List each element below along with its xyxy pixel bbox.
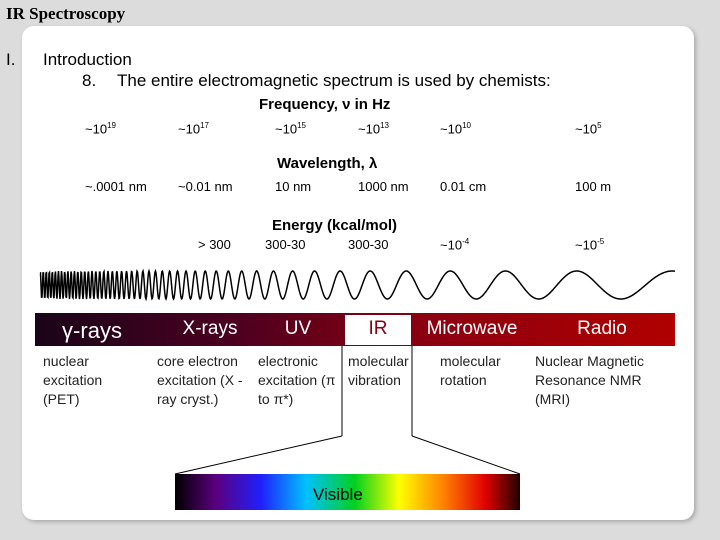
frequency-value-exponent: 17 [200, 121, 209, 130]
frequency-value-exponent: 15 [297, 121, 306, 130]
energy-value-base: 300-30 [348, 237, 389, 252]
wavelength-heading: Wavelength, λ [277, 155, 378, 172]
frequency-value: ~1015 [275, 121, 306, 136]
frequency-heading: Frequency, ν in Hz [259, 96, 391, 113]
frequency-value: ~105 [575, 121, 602, 136]
energy-value-exponent: -5 [597, 237, 605, 246]
energy-value-base: > 300 [198, 237, 231, 252]
item-text: The entire electromagnetic spectrum is u… [117, 71, 551, 90]
ir-box [345, 315, 411, 345]
panel [22, 26, 694, 520]
band-description: Nuclear Magnetic Resonance NMR (MRI) [535, 353, 644, 407]
band-description: molecular vibration [348, 353, 409, 388]
wavelength-value: 100 m [575, 179, 612, 194]
frequency-value-exponent: 10 [462, 121, 471, 130]
band-description: molecular rotation [440, 353, 501, 388]
wave [39, 268, 675, 302]
slide-title: IR Spectroscopy [6, 4, 126, 23]
frequency-value-base: ~10 [358, 121, 381, 137]
connector [411, 435, 521, 475]
band-description: electronic excitation (π to π*) [258, 353, 336, 407]
band-name: Radio [577, 318, 627, 339]
frequency-value: ~1013 [358, 121, 389, 136]
frequency-value-exponent: 5 [597, 121, 602, 130]
energy-value-exponent: -4 [462, 237, 470, 246]
connector [174, 435, 343, 475]
visible-spectrum [175, 474, 520, 510]
energy-value-base: 300-30 [265, 237, 306, 252]
energy-value: ~10-4 [440, 237, 469, 252]
frequency-value: ~1019 [85, 121, 116, 136]
frequency-value: ~1017 [178, 121, 209, 136]
band-name: UV [284, 318, 312, 339]
band-name: X-rays [182, 318, 238, 339]
frequency-value-exponent: 13 [380, 121, 389, 130]
frequency-value: ~1010 [440, 121, 471, 136]
wavelength-value: 10 nm [275, 179, 312, 194]
band-name: IR [368, 318, 388, 339]
energy-heading: Energy (kcal/mol) [272, 217, 398, 234]
energy-value: > 300 [198, 237, 231, 252]
outline-heading: Introduction [43, 50, 132, 69]
wavelength-value: 1000 nm [358, 179, 409, 194]
outline-number: I. [6, 50, 16, 69]
energy-value: 300-30 [265, 237, 305, 252]
frequency-value-base: ~10 [440, 121, 463, 137]
energy-value-base: ~10 [440, 237, 463, 253]
band-name: γ-rays [62, 318, 122, 343]
frequency-value-base: ~10 [178, 121, 201, 137]
band-name: Microwave [426, 318, 518, 339]
band-description: core electron excitation (X -ray cryst.) [157, 353, 243, 407]
frequency-value-base: ~10 [85, 121, 108, 137]
frequency-value-base: ~10 [275, 121, 298, 137]
wavelength-value: 0.01 cm [440, 179, 487, 194]
energy-value: 300-30 [348, 237, 388, 252]
energy-value: ~10-5 [575, 237, 604, 252]
frequency-value-base: ~10 [575, 121, 598, 137]
item-number: 8. [82, 71, 97, 90]
visible-label: Visible [313, 485, 363, 504]
wavelength-value: ~.0001 nm [85, 179, 147, 194]
band-description: nuclear excitation (PET) [43, 353, 103, 407]
energy-value-base: ~10 [575, 237, 598, 253]
frequency-value-exponent: 19 [107, 121, 116, 130]
wavelength-value: ~0.01 nm [178, 179, 233, 194]
